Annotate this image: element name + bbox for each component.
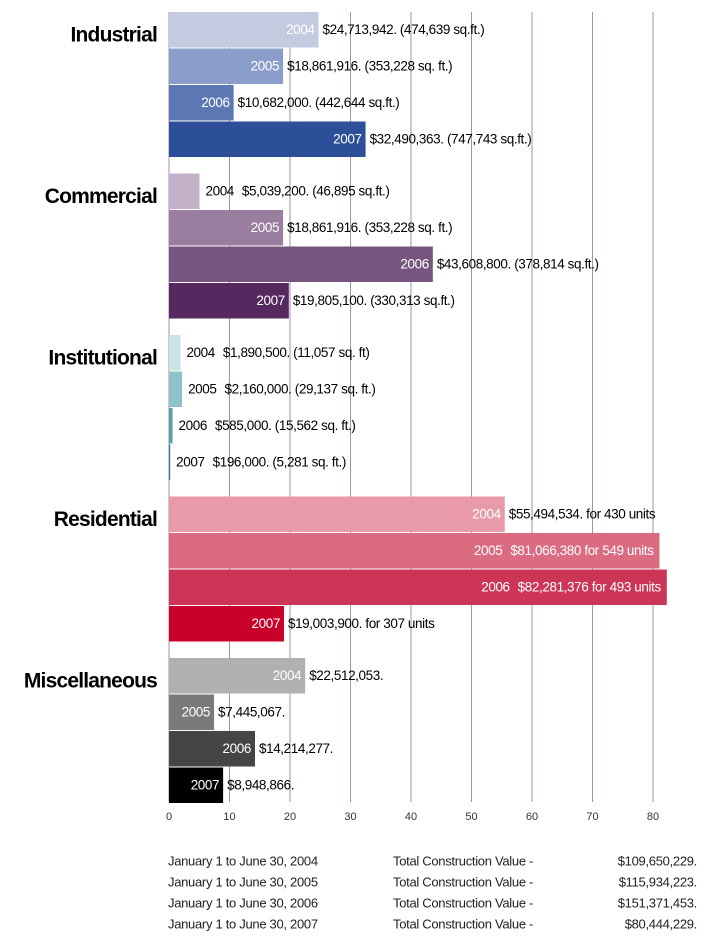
bar: [169, 121, 366, 157]
year-label: 2004: [286, 22, 315, 37]
footer-text: $115,934,223.: [619, 874, 697, 889]
year-label: 2004: [472, 506, 501, 521]
bar: [169, 767, 224, 803]
value-label: $2,160,000. (29,137 sq. ft.): [225, 381, 376, 396]
bar: [169, 408, 173, 444]
year-label: 2007: [191, 777, 219, 792]
value-label: $18,861,916. (353,228 sq. ft.): [287, 220, 452, 235]
footer-text: January 1 to June 30, 2006: [168, 895, 318, 910]
year-label: 2006: [223, 741, 251, 756]
bar: [169, 658, 306, 694]
x-tick-label: 20: [284, 811, 296, 823]
value-label: $22,512,053.: [309, 668, 383, 683]
year-label: 2005: [188, 381, 216, 396]
value-label: $43,608,800. (378,814 sq.ft.): [437, 256, 599, 271]
year-label: 2005: [474, 543, 502, 558]
year-label: 2005: [251, 220, 279, 235]
category-label: Residential: [54, 508, 157, 531]
value-label: $81,066,380 for 549 units: [510, 543, 654, 558]
bar: [169, 12, 319, 48]
value-label: $10,682,000. (442,644 sq.ft.): [238, 95, 400, 110]
x-tick-label: 10: [223, 811, 235, 823]
footer-text: $151,371,453.: [618, 895, 697, 910]
bar: [169, 85, 234, 121]
category-label: Commercial: [45, 185, 157, 208]
value-label: $24,713,942. (474,639 sq.ft.): [323, 22, 485, 37]
value-label: $1,890,500. (11,057 sq. ft): [223, 345, 370, 360]
bar: [169, 210, 284, 246]
value-label: $5,039,200. (46,895 sq.ft.): [242, 183, 390, 198]
year-label: 2005: [182, 704, 210, 719]
category-label: Miscellaneous: [24, 670, 157, 693]
footer-text: Total Construction Value -: [393, 895, 533, 910]
value-label: $19,003,900. for 307 units: [288, 616, 435, 631]
year-label: 2006: [400, 256, 428, 271]
year-label: 2007: [333, 131, 361, 146]
bar: [169, 173, 200, 209]
year-label: 2005: [251, 58, 279, 73]
bar: [169, 283, 289, 319]
year-label: 2004: [205, 183, 234, 198]
x-tick-label: 60: [526, 811, 538, 823]
x-tick-label: 80: [647, 811, 659, 823]
year-label: 2006: [201, 95, 229, 110]
bar: [169, 246, 433, 282]
footer-text: $80,444,229.: [625, 916, 697, 931]
category-label: Institutional: [48, 347, 157, 370]
year-label: 2004: [186, 345, 215, 360]
x-tick-label: 50: [465, 811, 477, 823]
bar: [169, 48, 284, 84]
bar: [169, 496, 505, 532]
value-label: $32,490,363. (747,743 sq.ft.): [370, 131, 532, 146]
bar: [169, 335, 181, 371]
bar: [169, 694, 215, 730]
footer-text: Total Construction Value -: [393, 874, 533, 889]
value-label: $7,445,067.: [218, 704, 285, 719]
x-tick-label: 0: [166, 811, 172, 823]
footer-text: $109,650,229.: [618, 853, 697, 868]
x-tick-label: 30: [344, 811, 356, 823]
value-label: $8,948,866.: [227, 777, 294, 792]
footer-text: January 1 to June 30, 2004: [168, 853, 318, 868]
value-label: $82,281,376 for 493 units: [518, 579, 662, 594]
x-tick-label: 70: [586, 811, 598, 823]
year-label: 2007: [176, 454, 204, 469]
value-label: $19,805,100. (330,313 sq.ft.): [293, 293, 455, 308]
year-label: 2007: [256, 293, 284, 308]
bar: [169, 444, 171, 480]
bar: [169, 569, 667, 605]
bar: [169, 606, 284, 642]
value-label: $18,861,916. (353,228 sq. ft.): [287, 58, 452, 73]
year-label: 2006: [179, 418, 207, 433]
value-label: $14,214,277.: [259, 741, 333, 756]
footer-text: January 1 to June 30, 2007: [168, 916, 318, 931]
footer-text: January 1 to June 30, 2005: [168, 874, 318, 889]
value-label: $585,000. (15,562 sq. ft.): [215, 418, 355, 433]
year-label: 2006: [481, 579, 509, 594]
footer-text: Total Construction Value -: [393, 853, 533, 868]
footer-text: Total Construction Value -: [393, 916, 533, 931]
value-label: $55,494,534. for 430 units: [509, 506, 656, 521]
category-label: Industrial: [70, 24, 157, 47]
x-tick-label: 40: [405, 811, 417, 823]
bar: [169, 533, 660, 569]
value-label: $196,000. (5,281 sq. ft.): [213, 454, 346, 469]
bar: [169, 371, 183, 407]
bar: [169, 731, 255, 767]
year-label: 2004: [273, 668, 302, 683]
year-label: 2007: [252, 616, 280, 631]
